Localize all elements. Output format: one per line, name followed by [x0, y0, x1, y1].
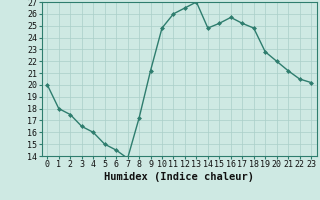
X-axis label: Humidex (Indice chaleur): Humidex (Indice chaleur) — [104, 172, 254, 182]
